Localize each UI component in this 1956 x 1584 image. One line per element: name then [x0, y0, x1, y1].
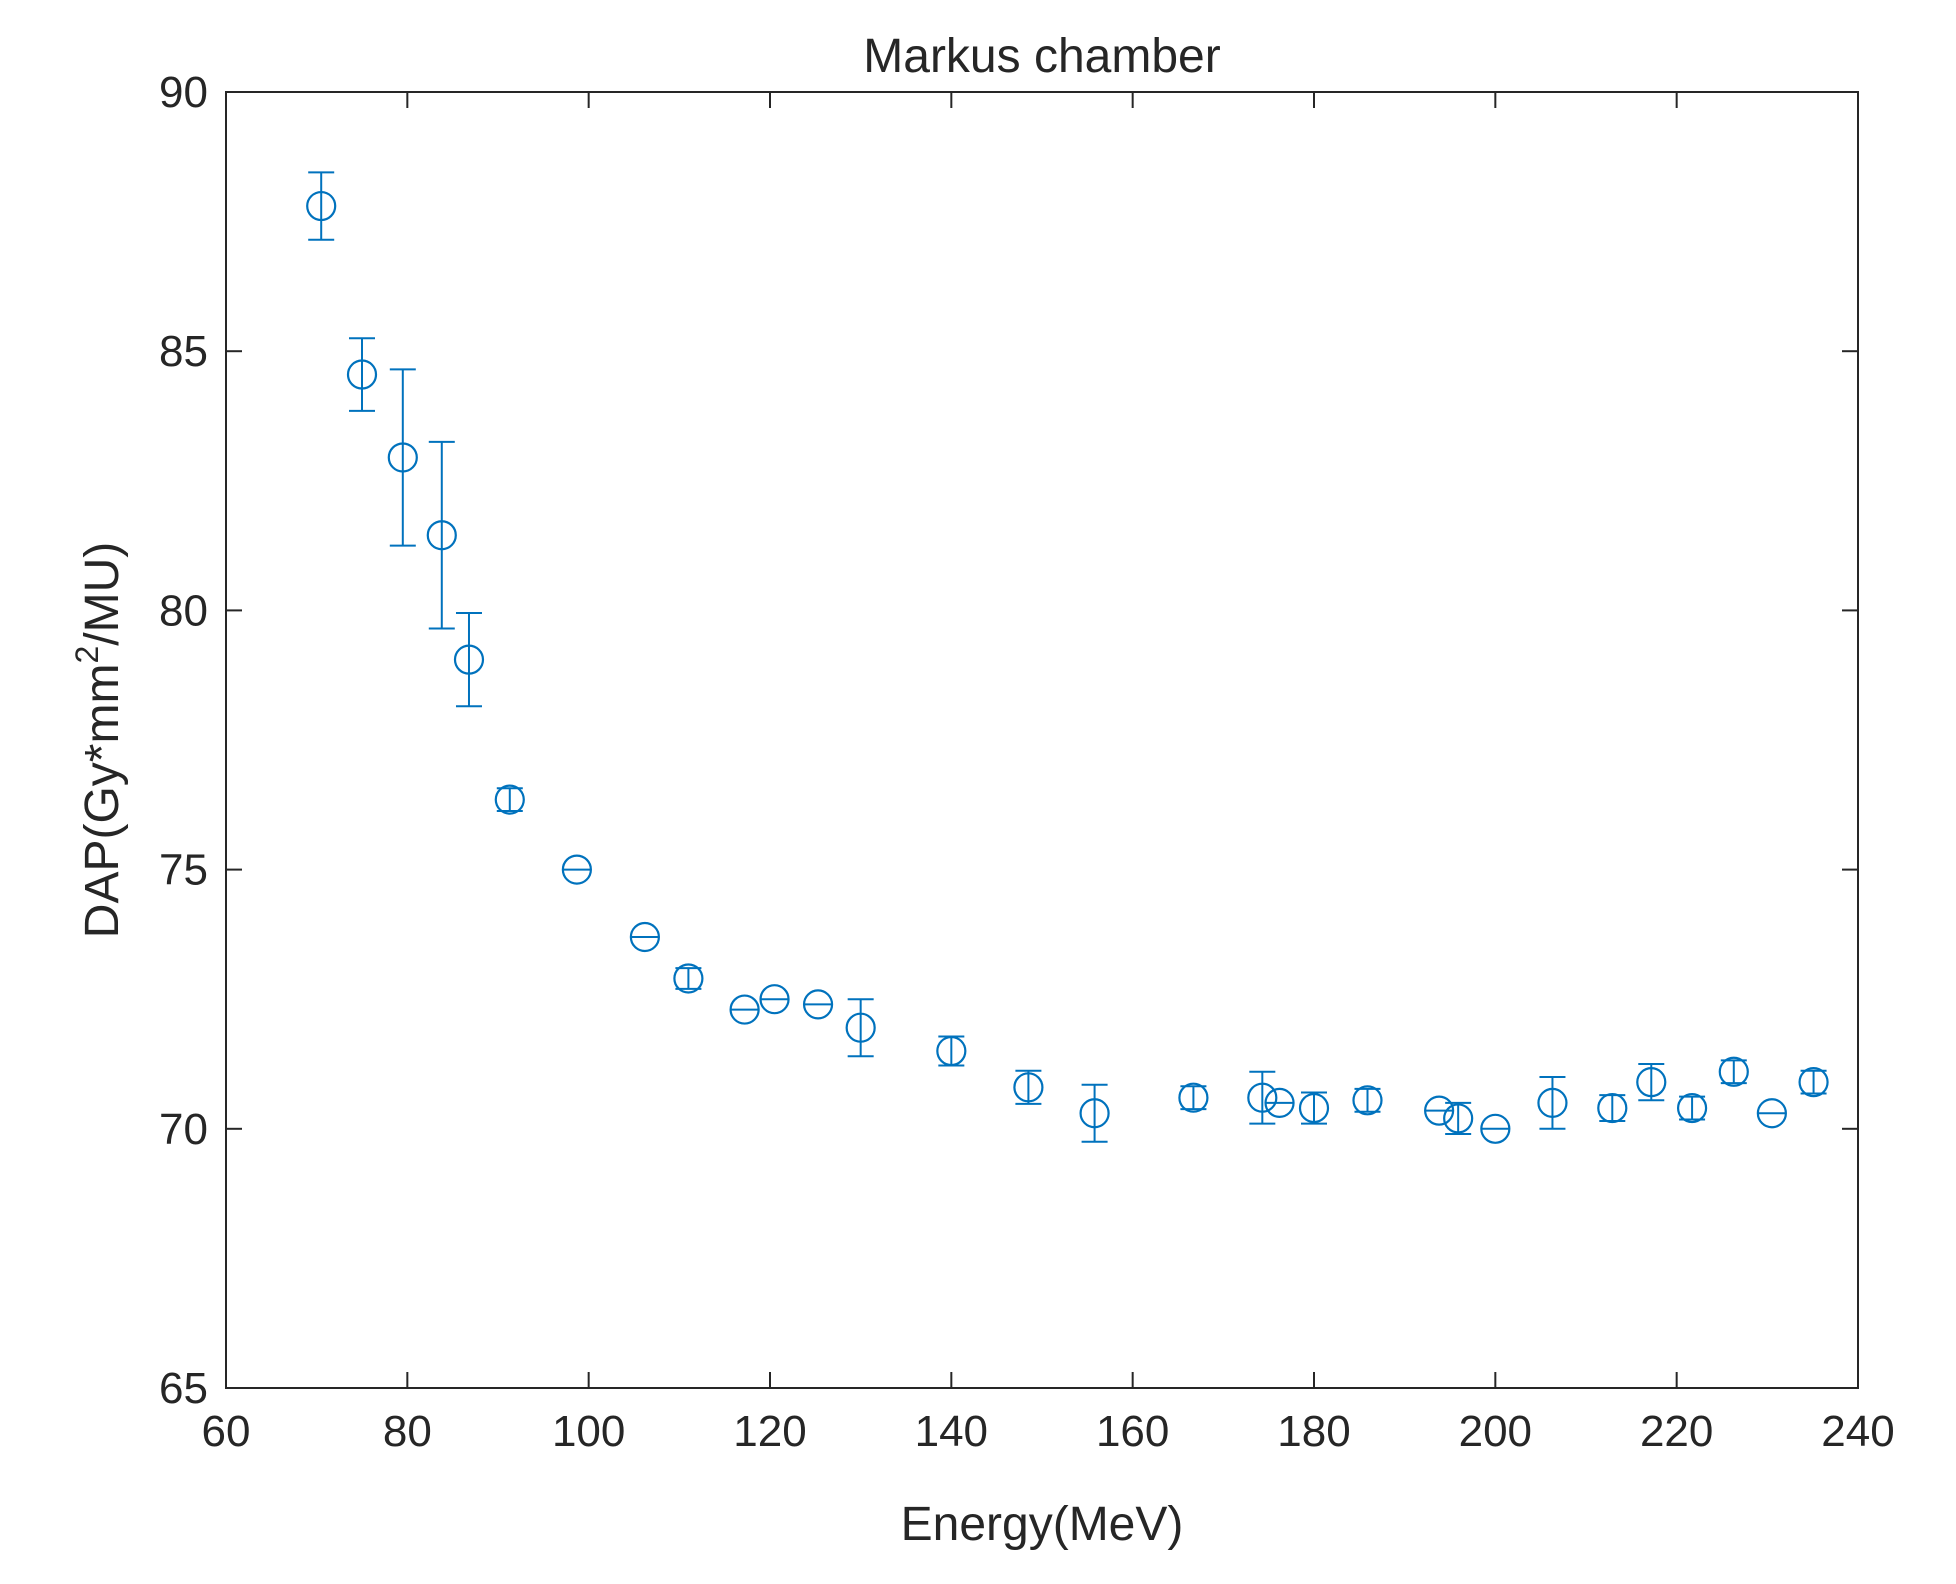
- plot-frame: [225, 91, 1859, 1389]
- data-point: [759, 984, 790, 1015]
- data-point: [1298, 1091, 1330, 1125]
- x-tick-label: 80: [383, 1407, 432, 1456]
- data-point: [1013, 1069, 1044, 1105]
- data-point: [1537, 1075, 1568, 1130]
- data-marker: [561, 854, 592, 885]
- data-marker: [1756, 1098, 1787, 1129]
- data-marker: [1537, 1087, 1568, 1118]
- data-point: [629, 921, 660, 953]
- x-tick-label: 60: [202, 1407, 251, 1456]
- x-tick-label: 200: [1459, 1407, 1532, 1456]
- data-point: [673, 963, 704, 994]
- data-point: [387, 368, 418, 547]
- data-point: [1352, 1085, 1383, 1116]
- y-tick-label: 75: [159, 846, 208, 895]
- data-point: [1636, 1063, 1667, 1102]
- data-marker: [1013, 1072, 1044, 1103]
- data-point: [1676, 1092, 1708, 1124]
- data-point: [1178, 1082, 1209, 1113]
- data-point: [1480, 1113, 1511, 1144]
- data-point: [453, 611, 485, 708]
- data-marker: [1247, 1082, 1278, 1113]
- y-tick-label: 80: [159, 586, 208, 635]
- data-marker: [387, 442, 418, 473]
- data-marker: [1264, 1087, 1295, 1118]
- x-tick-label: 180: [1277, 1407, 1350, 1456]
- chart-title: Markus chamber: [863, 30, 1220, 83]
- data-marker: [759, 984, 790, 1015]
- y-axis-label-suffix: /MU): [76, 542, 129, 646]
- x-tick-label: 240: [1821, 1407, 1894, 1456]
- data-marker: [729, 994, 760, 1025]
- data-marker: [1079, 1098, 1110, 1129]
- data-point: [1718, 1056, 1749, 1087]
- data-point: [306, 171, 337, 241]
- data-point: [346, 337, 378, 412]
- y-axis-label: DAP(Gy*mm2/MU): [69, 542, 129, 938]
- x-tick-label: 220: [1640, 1407, 1713, 1456]
- data-marker: [453, 644, 485, 675]
- data-marker: [1443, 1103, 1474, 1134]
- y-tick-label: 65: [159, 1364, 208, 1413]
- data-marker: [845, 1012, 876, 1043]
- axes-layer: 60 80 100 120 140 160 180 200 220 240 65 70 75 80 85 90: [159, 68, 1895, 1456]
- data-point: [426, 440, 457, 630]
- data-point: [561, 854, 592, 885]
- data-point: [729, 994, 760, 1025]
- x-tick-label: 120: [733, 1407, 806, 1456]
- y-tick-label: 90: [159, 68, 208, 117]
- data-point: [1756, 1098, 1787, 1129]
- data-marker: [936, 1035, 967, 1067]
- data-layer: [306, 171, 1829, 1144]
- data-point: [1424, 1095, 1455, 1126]
- data-marker: [1676, 1092, 1708, 1124]
- data-point: [1597, 1092, 1628, 1124]
- data-marker: [426, 520, 457, 551]
- y-axis-label-superscript: 2: [69, 646, 105, 664]
- data-point: [494, 784, 525, 815]
- data-point: [802, 989, 834, 1020]
- data-marker: [629, 921, 660, 953]
- data-point: [845, 998, 876, 1058]
- x-tick-label: 100: [552, 1407, 625, 1456]
- data-marker: [802, 989, 834, 1020]
- data-marker: [1597, 1092, 1628, 1124]
- data-marker: [1178, 1082, 1209, 1113]
- data-marker: [1298, 1092, 1330, 1124]
- y-axis-label-prefix: DAP(Gy*mm: [76, 664, 129, 939]
- x-tick-label: 160: [1096, 1407, 1169, 1456]
- x-tick-label: 140: [915, 1407, 988, 1456]
- data-point: [1443, 1101, 1474, 1135]
- data-point: [936, 1035, 967, 1067]
- data-marker: [1352, 1085, 1383, 1116]
- data-marker: [1480, 1113, 1511, 1144]
- data-marker: [673, 963, 704, 994]
- data-marker: [494, 784, 525, 815]
- data-marker: [1636, 1067, 1667, 1098]
- y-tick-label: 85: [159, 327, 208, 376]
- y-tick-label: 70: [159, 1105, 208, 1154]
- data-point: [1264, 1087, 1295, 1118]
- data-marker: [1424, 1095, 1455, 1126]
- data-point: [1247, 1070, 1278, 1125]
- data-marker: [346, 359, 378, 390]
- data-marker: [1718, 1056, 1749, 1087]
- x-axis-label: Energy(MeV): [901, 1498, 1184, 1551]
- data-point: [1798, 1067, 1829, 1098]
- data-marker: [306, 190, 337, 222]
- data-marker: [1798, 1067, 1829, 1098]
- data-point: [1079, 1083, 1110, 1143]
